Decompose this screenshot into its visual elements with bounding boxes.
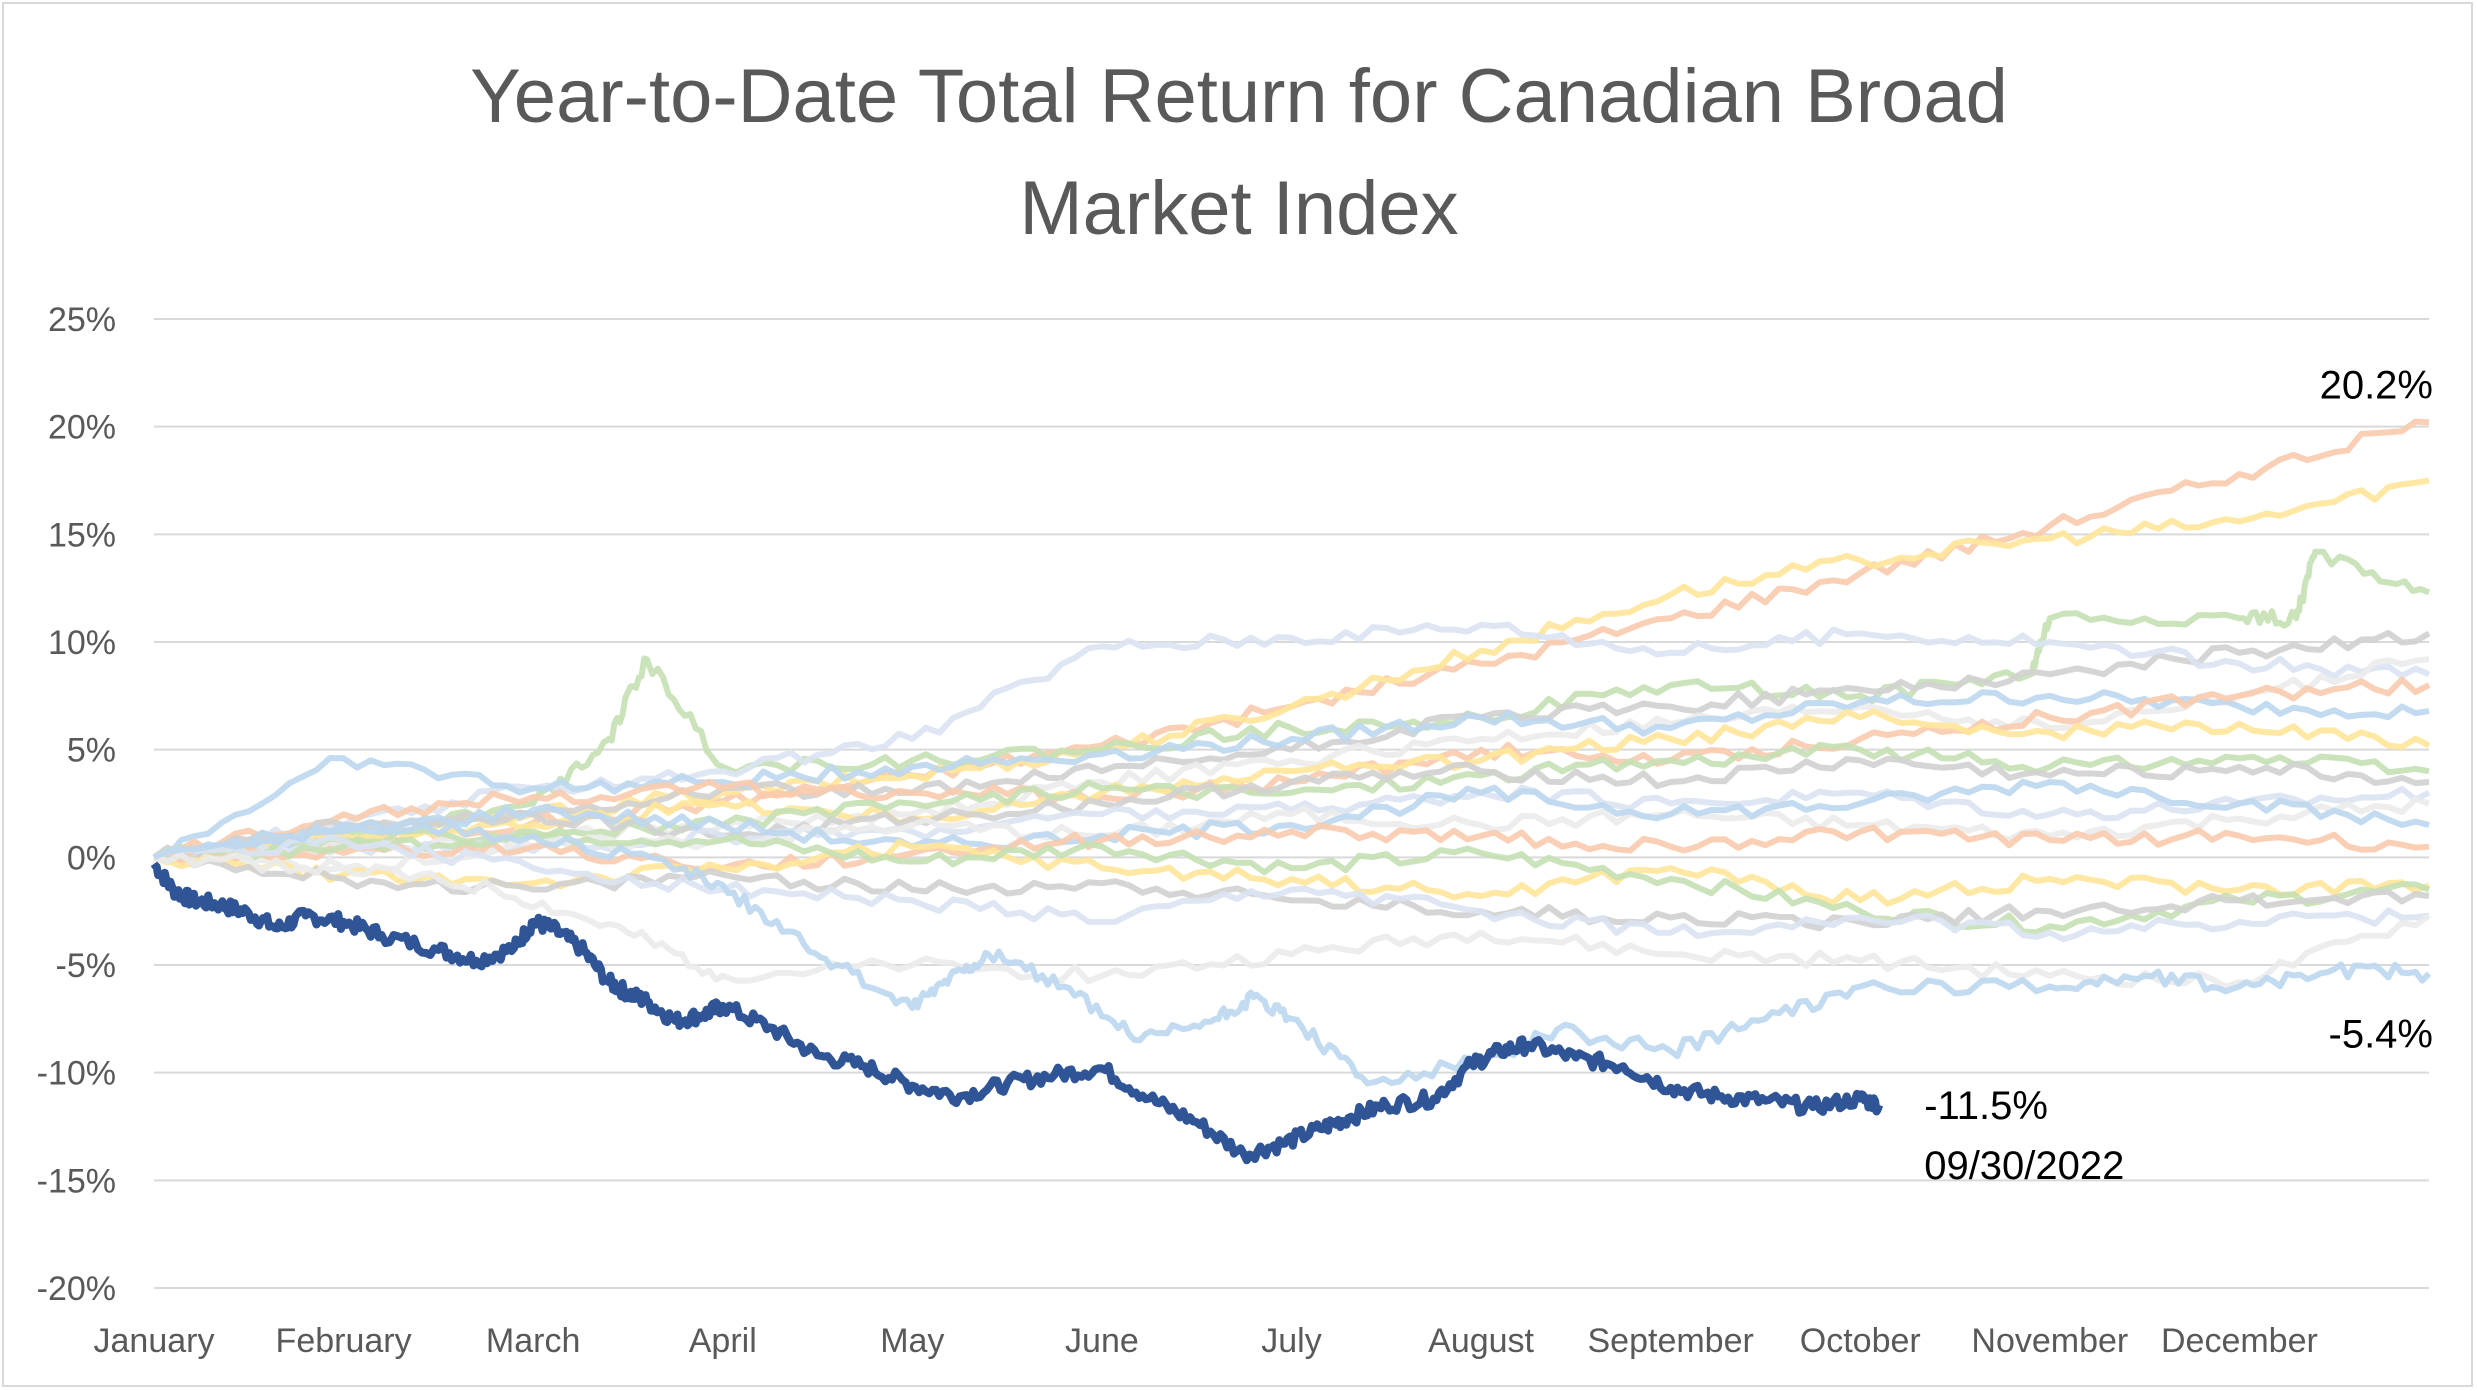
y-tick-label: -5% bbox=[56, 947, 116, 985]
annotation-current-value: -11.5% bbox=[1924, 1084, 2048, 1128]
annotations: 20.2% -5.4% -11.5% 09/30/2022 bbox=[1924, 363, 2433, 1188]
y-tick-label: 25% bbox=[48, 301, 116, 339]
y-axis-tick-labels: 25% 20% 15% 10% 5% 0% -5% -10% -15% -20% bbox=[37, 301, 116, 1308]
y-tick-label: 0% bbox=[67, 839, 116, 877]
background-series-line bbox=[152, 821, 2432, 1087]
background-series-line bbox=[152, 755, 2430, 860]
x-tick-label: December bbox=[2161, 1322, 2318, 1360]
x-tick-label: March bbox=[486, 1322, 580, 1360]
highlight-series-group bbox=[150, 861, 1884, 1165]
background-series-line bbox=[153, 851, 2430, 932]
x-tick-label: September bbox=[1588, 1322, 1754, 1360]
background-series-line bbox=[153, 784, 2431, 861]
background-series-group bbox=[152, 418, 2432, 1087]
x-tick-label: June bbox=[1065, 1322, 1139, 1360]
background-series-line bbox=[153, 839, 2431, 907]
x-tick-label: May bbox=[880, 1322, 944, 1360]
y-tick-label: 15% bbox=[48, 516, 116, 554]
y-tick-label: 5% bbox=[67, 732, 116, 770]
background-series-line bbox=[153, 851, 2431, 990]
annotation-max: 20.2% bbox=[2320, 363, 2433, 407]
chart-title-line-1: Year-to-Date Total Return for Canadian B… bbox=[470, 54, 2008, 139]
background-series-line bbox=[152, 834, 2430, 943]
chart-title-line-2: Market Index bbox=[1019, 166, 1458, 251]
chart-title: Year-to-Date Total Return for Canadian B… bbox=[470, 54, 2008, 251]
background-series-line bbox=[153, 741, 2430, 862]
x-tick-label: February bbox=[276, 1322, 412, 1360]
x-tick-label: July bbox=[1261, 1322, 1321, 1360]
line-chart: Year-to-Date Total Return for Canadian B… bbox=[37, 54, 2433, 1360]
y-tick-label: 10% bbox=[48, 624, 116, 662]
y-tick-label: -15% bbox=[37, 1162, 116, 1200]
x-tick-label: April bbox=[689, 1322, 757, 1360]
background-series-line bbox=[153, 689, 2430, 861]
y-tick-label: -20% bbox=[37, 1270, 116, 1308]
x-tick-label: November bbox=[1971, 1322, 2128, 1360]
y-tick-label: 20% bbox=[48, 409, 116, 447]
x-tick-label: October bbox=[1800, 1322, 1921, 1360]
background-series-line bbox=[153, 778, 2430, 861]
x-tick-label: January bbox=[94, 1322, 215, 1360]
highlight-series-line bbox=[150, 861, 1884, 1165]
y-tick-label: -10% bbox=[37, 1055, 116, 1093]
annotation-date: 09/30/2022 bbox=[1924, 1144, 2124, 1188]
x-tick-label: August bbox=[1428, 1322, 1534, 1360]
background-series-line bbox=[152, 708, 2431, 866]
x-axis-tick-labels: January February March April May June July Augu… bbox=[94, 1322, 2318, 1360]
background-series-line bbox=[152, 822, 2430, 872]
annotation-min: -5.4% bbox=[2329, 1013, 2434, 1057]
